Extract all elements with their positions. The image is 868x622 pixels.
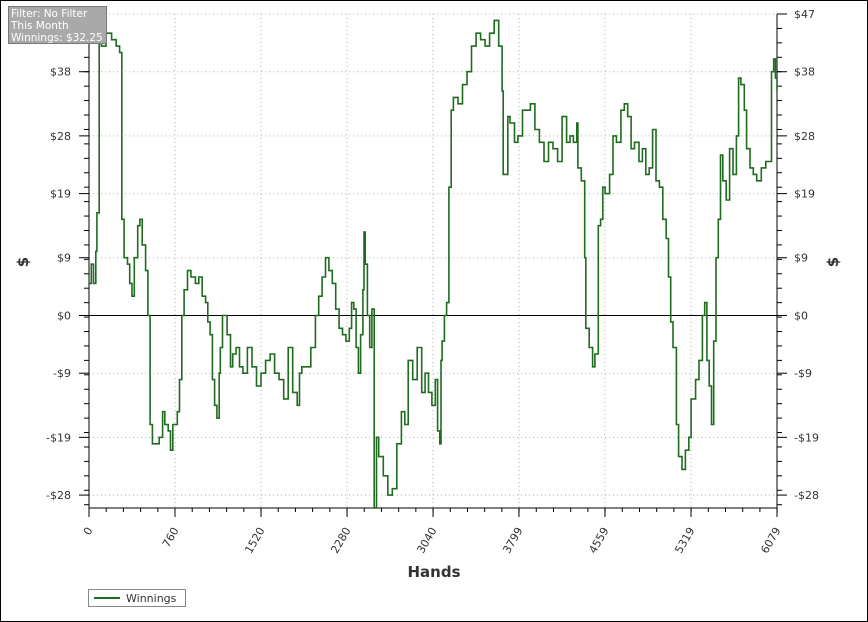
y-tick-label-left: -$9 — [53, 367, 71, 380]
axes — [79, 13, 787, 517]
y-tick-label-left: $9 — [57, 252, 71, 265]
y-tick-label-right: $9 — [794, 252, 808, 265]
x-tick-label: 4559 — [586, 525, 611, 556]
winnings-total-label: Winnings: $32.25 — [11, 32, 103, 44]
y-axis-title-left: $ — [14, 257, 32, 267]
y-axis-title-right: $ — [824, 257, 842, 267]
y-tick-label-right: $19 — [794, 188, 815, 201]
filter-label: Filter: No Filter — [11, 8, 88, 20]
y-tick-label-left: $0 — [57, 309, 71, 322]
x-tick-label: 760 — [160, 525, 182, 550]
x-axis-title: Hands — [407, 563, 460, 581]
legend-swatch-winnings — [94, 597, 120, 599]
series-line-winnings — [89, 19, 778, 509]
x-tick-label: 3040 — [414, 525, 439, 556]
y-tick-label-right: $0 — [794, 309, 808, 322]
y-tick-label-left: $28 — [50, 130, 71, 143]
y-tick-label-left: -$28 — [46, 489, 71, 502]
x-tick-label: 2280 — [328, 525, 353, 556]
y-tick-label-right: -$19 — [794, 431, 819, 444]
grid — [89, 13, 777, 508]
x-tick-label: 5319 — [672, 525, 697, 556]
y-tick-label-left: $38 — [50, 66, 71, 79]
y-tick-label-right: $47 — [794, 8, 815, 21]
filter-info-box: Filter: No Filter This Month Winnings: $… — [8, 6, 107, 44]
series-layer — [89, 19, 778, 509]
tick-labels: $47$47$38$38$28$28$19$19$9$9$0$0-$9-$9-$… — [46, 8, 819, 556]
legend: Winnings — [88, 589, 186, 607]
legend-label-winnings: Winnings — [126, 591, 177, 605]
y-tick-label-right: -$9 — [794, 367, 812, 380]
y-tick-label-left: $19 — [50, 188, 71, 201]
x-tick-label: 1520 — [242, 525, 267, 556]
y-tick-label-right: $38 — [794, 66, 815, 79]
y-tick-label-left: -$19 — [46, 431, 71, 444]
y-tick-label-right: $28 — [794, 130, 815, 143]
x-tick-label: 3799 — [500, 525, 525, 556]
x-tick-label: 0 — [81, 525, 96, 538]
y-tick-label-right: -$28 — [794, 489, 819, 502]
x-tick-label: 6079 — [758, 525, 783, 556]
period-label: This Month — [11, 20, 69, 32]
